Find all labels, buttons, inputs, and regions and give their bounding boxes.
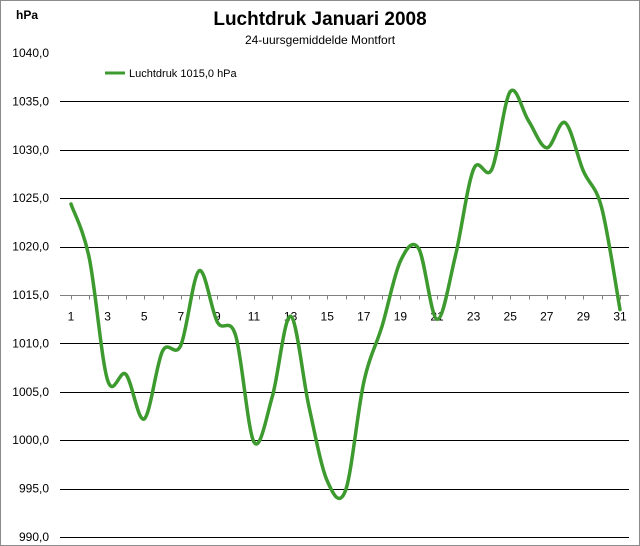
legend-label: Luchtdruk 1015,0 hPa: [129, 68, 238, 80]
y-tick-labels: 1040,0 1035,0 1030,0 1025,0 1020,0 1015,0 1010…: [12, 46, 49, 544]
x-tick-label: 19: [394, 310, 408, 324]
x-tick-label: 11: [248, 310, 261, 324]
data-point: [197, 269, 201, 273]
y-tick-label: 1000,0: [12, 433, 49, 447]
x-tick-label: 1: [68, 310, 75, 324]
data-point: [472, 167, 476, 171]
legend: Luchtdruk 1015,0 hPa: [105, 68, 238, 80]
data-point: [215, 320, 219, 324]
data-point: [124, 372, 128, 376]
x-tick-label: 5: [141, 310, 148, 324]
data-point: [270, 395, 274, 399]
x-tick-label: 9: [214, 310, 221, 324]
y-tick-label: 995,0: [19, 482, 49, 496]
data-point: [307, 404, 311, 408]
x-tick-label: 29: [577, 310, 591, 324]
data-point: [343, 488, 348, 493]
x-axis: 135791113151719212325272931: [60, 295, 629, 324]
data-point: [526, 119, 531, 123]
y-tick-label: 1010,0: [12, 336, 49, 350]
y-tick-label: 990,0: [19, 530, 49, 544]
data-point: [142, 417, 146, 421]
data-point: [362, 380, 366, 384]
x-tick-label: 23: [467, 310, 481, 324]
data-point: [289, 314, 293, 318]
x-tick-label: 17: [357, 310, 371, 324]
data-point: [581, 169, 586, 173]
data-point: [106, 378, 110, 382]
data-point: [325, 479, 329, 483]
data-point: [380, 324, 384, 328]
series-line: [69, 88, 622, 501]
y-tick-label: 1030,0: [12, 143, 49, 157]
data-point: [234, 334, 238, 338]
y-tick-label: 1015,0: [12, 288, 49, 302]
data-point: [252, 440, 256, 444]
y-tick-label: 1005,0: [12, 385, 49, 399]
series-layer: [69, 88, 622, 501]
x-tick-label: 27: [540, 310, 554, 324]
data-point: [160, 349, 165, 353]
data-point: [545, 146, 549, 150]
chart-subtitle: 24-uursgemiddelde Montfort: [245, 33, 396, 47]
chart-title: Luchtdruk Januari 2008: [213, 9, 426, 30]
data-point: [87, 256, 91, 260]
y-tick-label: 1040,0: [12, 46, 49, 60]
data-point: [600, 206, 604, 210]
data-point: [490, 167, 494, 171]
y-tick-label: 1025,0: [12, 191, 49, 205]
y-tick-label: 1020,0: [12, 240, 49, 254]
data-point: [453, 254, 457, 258]
data-point: [435, 317, 439, 321]
y-tick-label: 1035,0: [12, 94, 49, 108]
data-point: [179, 343, 183, 347]
data-point: [417, 246, 421, 251]
x-tick-label: 31: [613, 310, 627, 324]
data-point: [508, 90, 512, 94]
data-point: [398, 259, 402, 263]
x-tick-label: 3: [104, 310, 111, 324]
x-tick-label: 15: [321, 310, 335, 324]
x-tick-label: 7: [177, 310, 184, 324]
data-point: [563, 121, 567, 125]
data-point: [69, 202, 73, 206]
data-point: [618, 307, 622, 312]
y-axis-unit-label: hPa: [16, 8, 38, 22]
x-tick-label: 25: [504, 310, 518, 324]
